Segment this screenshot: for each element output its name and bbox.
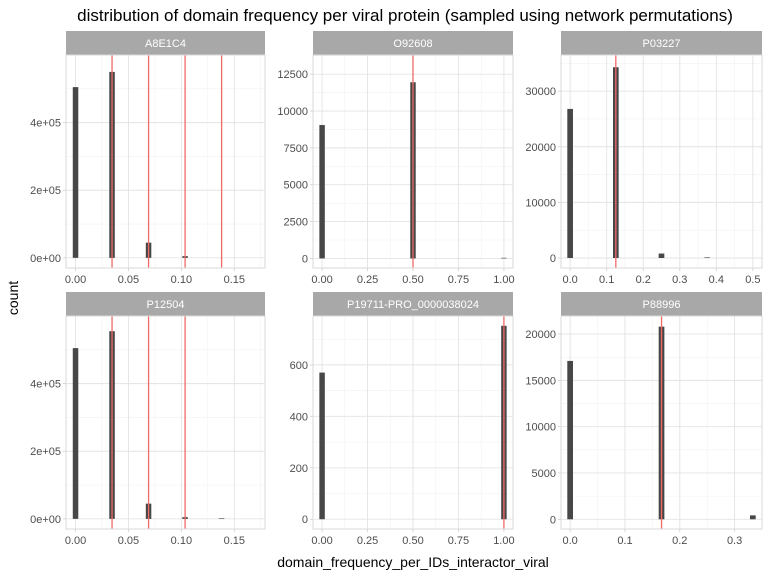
- y-tick-label: 20000: [525, 329, 556, 341]
- panel-border: [312, 54, 514, 269]
- x-tick-label: 0.10: [171, 274, 192, 286]
- x-tick-label: 0.10: [171, 535, 192, 547]
- histogram-bar: [72, 87, 79, 258]
- x-tick-label: 0.75: [448, 274, 469, 286]
- histogram-bar: [72, 348, 79, 519]
- x-tick-label: 0.15: [224, 535, 245, 547]
- histogram-bar: [749, 515, 756, 520]
- x-axis-title: domain_frequency_per_IDs_interactor_vira…: [277, 554, 549, 570]
- panel-background: [66, 55, 265, 268]
- y-tick-label: 200: [290, 463, 308, 475]
- facet-strip: [561, 292, 762, 316]
- histogram-bar: [704, 257, 711, 258]
- x-tick-label: 0.1: [617, 535, 632, 547]
- facet-panel: A8E1C4 0.00 0.05 0.10 0.15 0e+00 2e+05 4e+05: [30, 31, 266, 286]
- x-tick-label: 0.3: [727, 535, 742, 547]
- x-tick-label: 0.00: [311, 535, 332, 547]
- facet-panel: P03227 0.0 0.1 0.2 0.3 0.4 0.5 0 10000 20000 30000: [525, 31, 763, 286]
- x-tick-label: 0.1: [599, 274, 614, 286]
- panel-border: [560, 54, 763, 269]
- y-tick-label: 12500: [277, 69, 308, 81]
- y-tick-label: 0e+00: [30, 514, 61, 526]
- facet-strip-label: P88996: [643, 299, 681, 311]
- y-tick-label: 30000: [525, 86, 556, 98]
- y-tick-label: 10000: [525, 422, 556, 434]
- y-tick-label: 2e+05: [30, 185, 61, 197]
- facet-panel: P12504 0.00 0.05 0.10 0.15 0e+00 2e+05 4e+05: [30, 292, 266, 547]
- y-tick-label: 0: [302, 253, 308, 265]
- y-tick-label: 400: [290, 411, 308, 423]
- x-tick-label: 0.5: [745, 274, 760, 286]
- x-tick-label: 0.00: [65, 274, 86, 286]
- panel-border: [65, 54, 266, 269]
- facet-strip-label: P19711-PRO_0000038024: [347, 299, 479, 311]
- facet-strip-label: A8E1C4: [145, 38, 186, 50]
- histogram-bar: [218, 518, 225, 519]
- facet-strip: [66, 31, 265, 55]
- panel-border: [65, 315, 266, 530]
- y-tick-label: 5000: [532, 468, 556, 480]
- y-tick-label: 10000: [525, 197, 556, 209]
- chart-title: distribution of domain frequency per vir…: [77, 6, 733, 25]
- x-tick-label: 1.00: [493, 535, 514, 547]
- x-tick-label: 0.00: [65, 535, 86, 547]
- y-tick-label: 10000: [277, 106, 308, 118]
- histogram-bar: [319, 372, 325, 520]
- facet-strip-label: P12504: [147, 299, 185, 311]
- panel-border: [560, 315, 763, 530]
- y-tick-label: 0: [550, 514, 556, 526]
- x-tick-label: 0.75: [448, 535, 469, 547]
- x-tick-label: 0.00: [311, 274, 332, 286]
- x-tick-label: 1.00: [493, 274, 514, 286]
- y-tick-label: 0e+00: [30, 253, 61, 265]
- facet-strip-label: O92608: [393, 38, 432, 50]
- x-tick-label: 0.50: [402, 274, 423, 286]
- y-tick-label: 5000: [284, 180, 308, 192]
- y-tick-label: 15000: [525, 375, 556, 387]
- facet-strip: [313, 292, 513, 316]
- y-tick-label: 600: [290, 360, 308, 372]
- x-tick-label: 0.0: [563, 535, 578, 547]
- x-tick-label: 0.25: [357, 535, 378, 547]
- facet-panel: P88996 0.0 0.1 0.2 0.3 0 5000 10000 15000 20000: [525, 292, 763, 547]
- panel-border: [312, 315, 514, 530]
- y-axis-title: count: [5, 281, 21, 315]
- x-tick-label: 0.25: [357, 274, 378, 286]
- facet-strip: [313, 31, 513, 55]
- facet-strip: [66, 292, 265, 316]
- facet-panel: O92608 0.00 0.25 0.50 0.75 1.00 0 2500 5000 7500 1…: [277, 31, 515, 286]
- facet-panel: P19711-PRO_0000038024 0.00 0.25 0.50 0.75 1.0…: [290, 292, 515, 547]
- y-tick-label: 0: [302, 514, 308, 526]
- x-tick-label: 0.2: [636, 274, 651, 286]
- histogram-bar: [319, 125, 325, 259]
- y-tick-label: 4e+05: [30, 379, 61, 391]
- facet-strip-label: P03227: [643, 38, 681, 50]
- histogram-bar: [567, 108, 573, 258]
- x-tick-label: 0.0: [562, 274, 577, 286]
- histogram-bar: [658, 253, 665, 258]
- x-tick-label: 0.50: [402, 535, 423, 547]
- y-tick-label: 7500: [284, 143, 308, 155]
- y-tick-label: 20000: [525, 142, 556, 154]
- x-tick-label: 0.3: [672, 274, 687, 286]
- x-tick-label: 0.2: [672, 535, 687, 547]
- facet-strip: [561, 31, 762, 55]
- histogram-bar: [567, 360, 574, 520]
- panel-background: [66, 316, 265, 529]
- x-tick-label: 0.05: [118, 274, 139, 286]
- x-tick-label: 0.4: [709, 274, 724, 286]
- y-tick-label: 0: [550, 253, 556, 265]
- x-tick-label: 0.05: [118, 535, 139, 547]
- y-tick-label: 2500: [284, 217, 308, 229]
- y-tick-label: 4e+05: [30, 118, 61, 130]
- histogram-bar: [501, 257, 507, 259]
- y-tick-label: 2e+05: [30, 446, 61, 458]
- x-tick-label: 0.15: [224, 274, 245, 286]
